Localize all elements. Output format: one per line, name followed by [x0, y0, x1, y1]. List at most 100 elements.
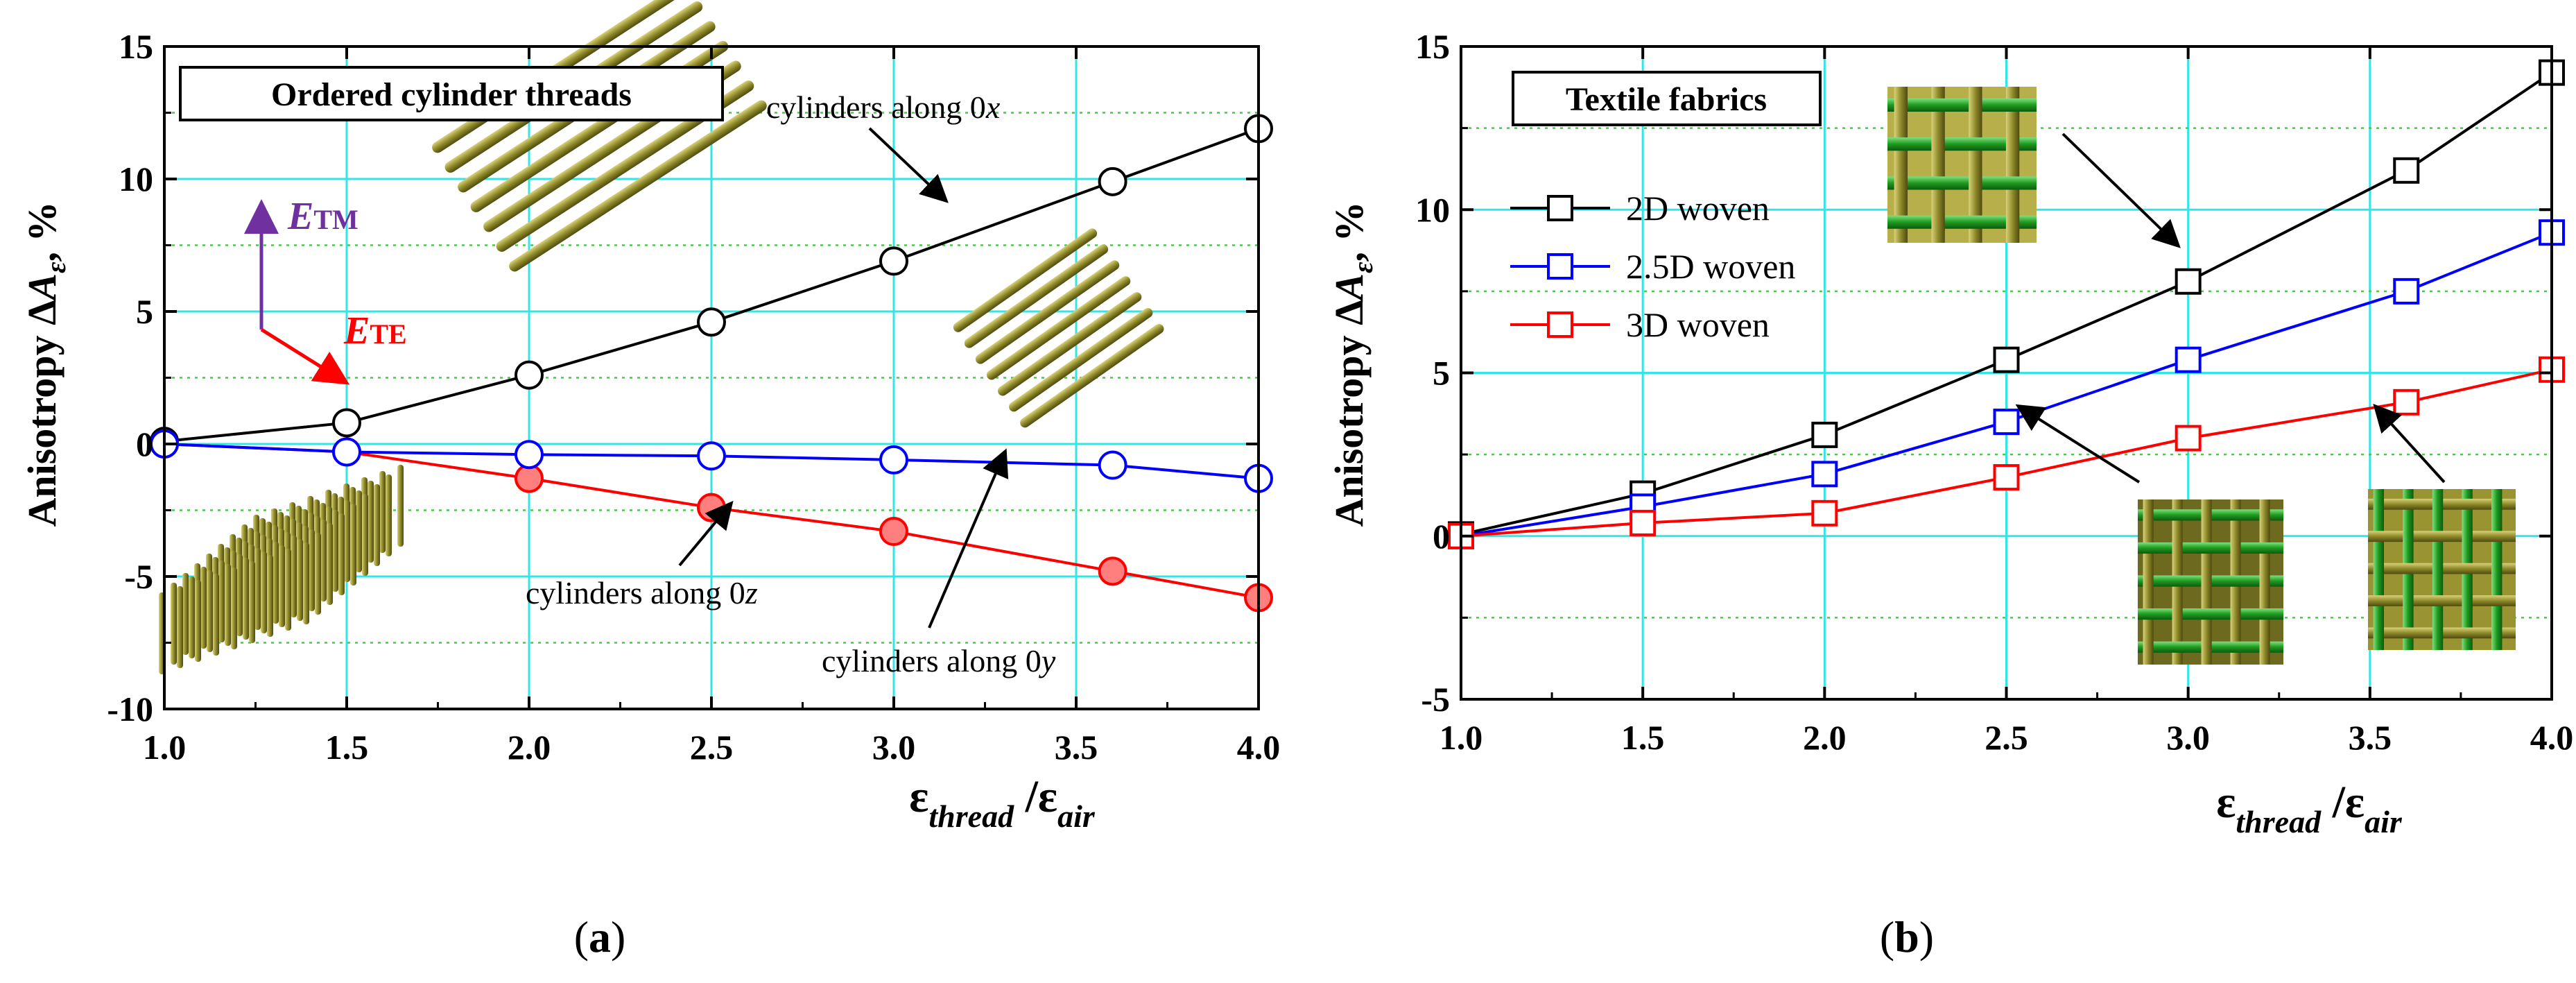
thread-crossing [2143, 574, 2154, 588]
y-tick-label: -5 [124, 557, 153, 596]
legend-marker [1547, 311, 1573, 338]
thread-crossing [2491, 626, 2502, 640]
annotation-arrow-y [928, 448, 1009, 629]
data-point [1811, 421, 1838, 448]
weave-2-5d-illustration [2138, 499, 2283, 665]
data-point [2393, 277, 2420, 305]
y-axis-label: Anisotropy ΔAε, % [1326, 201, 1378, 527]
rod [315, 533, 321, 615]
data-point [2393, 157, 2420, 184]
x-tick-label: 3.5 [2349, 718, 2392, 757]
rod [254, 548, 261, 630]
rod [267, 555, 273, 637]
y-tick-label: 5 [136, 292, 153, 331]
data-point [1098, 556, 1127, 586]
rod [207, 570, 213, 652]
thread-crossing [2462, 594, 2473, 608]
legend-marker [1547, 195, 1573, 221]
y-tick-label: 0 [1433, 517, 1450, 556]
rod [231, 567, 237, 649]
rod [225, 564, 231, 646]
x-axis-label: εthread /εair [2216, 777, 2403, 839]
thread-crossing [1969, 96, 1982, 114]
warp-thread [1969, 87, 1982, 243]
thread-crossing [2373, 497, 2385, 511]
thread-crossing [1894, 175, 1908, 191]
arrow-2d [2061, 133, 2181, 248]
x-tick-label: 2.5 [690, 728, 734, 767]
rod [182, 573, 189, 655]
warp-thread [2005, 87, 2020, 243]
data-point [515, 463, 544, 493]
data-point [1098, 450, 1127, 480]
weft-thread [2138, 608, 2283, 620]
rod [243, 558, 249, 640]
annotation-cylinders-x: cylinders along 0x [766, 89, 1001, 125]
thread-crossing [2462, 529, 2473, 543]
arrow-2-5d [2015, 404, 2141, 484]
thread-crossing [1931, 135, 1945, 153]
rod [236, 554, 243, 636]
data-point [2175, 425, 2202, 452]
rod [332, 510, 338, 592]
rod [261, 552, 267, 633]
thread-crossing [2230, 607, 2241, 622]
data-point [332, 437, 361, 467]
data-point [697, 307, 726, 337]
x-tick-label: 2.0 [1803, 718, 1847, 757]
data-point [515, 440, 544, 470]
e-te-label: ETE [343, 309, 407, 352]
rod [309, 529, 315, 611]
rod [171, 583, 177, 665]
x-tick-label: 3.5 [1055, 728, 1098, 767]
data-point [1630, 509, 1657, 536]
rod [356, 490, 362, 572]
x-tick-label: 4.0 [1237, 728, 1281, 767]
rod [195, 580, 201, 662]
data-point [2393, 388, 2420, 416]
thread-crossing [2373, 561, 2385, 576]
weft-thread [1887, 137, 2037, 151]
thread-crossing [2172, 540, 2183, 555]
data-point [1811, 499, 1838, 527]
rod [189, 576, 195, 658]
warp-thread [1894, 87, 1908, 243]
data-point [332, 408, 361, 438]
x-tick-label: 4.0 [2530, 718, 2574, 757]
rod [177, 586, 183, 668]
rod [350, 504, 356, 585]
thread-crossing [2005, 214, 2020, 230]
data-point [1993, 464, 2020, 491]
thread-crossing [2432, 561, 2444, 576]
rod [285, 549, 291, 631]
legend-label: 3D woven [1626, 305, 1770, 344]
thread-crossing [2201, 640, 2212, 654]
thread-crossing [2005, 135, 2020, 153]
arrow-3d [2373, 404, 2446, 484]
thread-crossing [2230, 540, 2241, 555]
cylinders-z-illustration [159, 465, 404, 674]
data-point [1993, 346, 2020, 373]
weft-thread [1887, 176, 2037, 190]
y-axis-label: Anisotropy ΔAε, % [19, 201, 71, 527]
y-tick-label: 5 [1433, 354, 1450, 393]
rod [362, 494, 368, 576]
data-point [879, 445, 908, 475]
rod [320, 520, 327, 601]
thread-crossing [2432, 626, 2444, 640]
y-tick-label: 15 [1415, 27, 1450, 66]
y-tick-label: -5 [1421, 680, 1450, 719]
legend-marker [1547, 253, 1573, 280]
rod [368, 481, 374, 563]
thread-crossing [2259, 574, 2270, 588]
thread-crossing [2143, 508, 2154, 522]
thread-crossing [1931, 214, 1945, 230]
box-label: Textile fabrics [1566, 81, 1767, 118]
axes: 1.0 1.5 2.0 2.5 3.0 3.5 4.0 -5 0 5 10 15 [1415, 27, 2573, 757]
thread-crossing [1969, 175, 1982, 191]
legend: 2D woven 2.5D woven 3D woven [1510, 189, 1795, 344]
thread-crossing [2403, 529, 2414, 543]
rod [397, 465, 404, 547]
thread-crossing [2201, 508, 2212, 522]
x-tick-label: 1.5 [1621, 718, 1665, 757]
